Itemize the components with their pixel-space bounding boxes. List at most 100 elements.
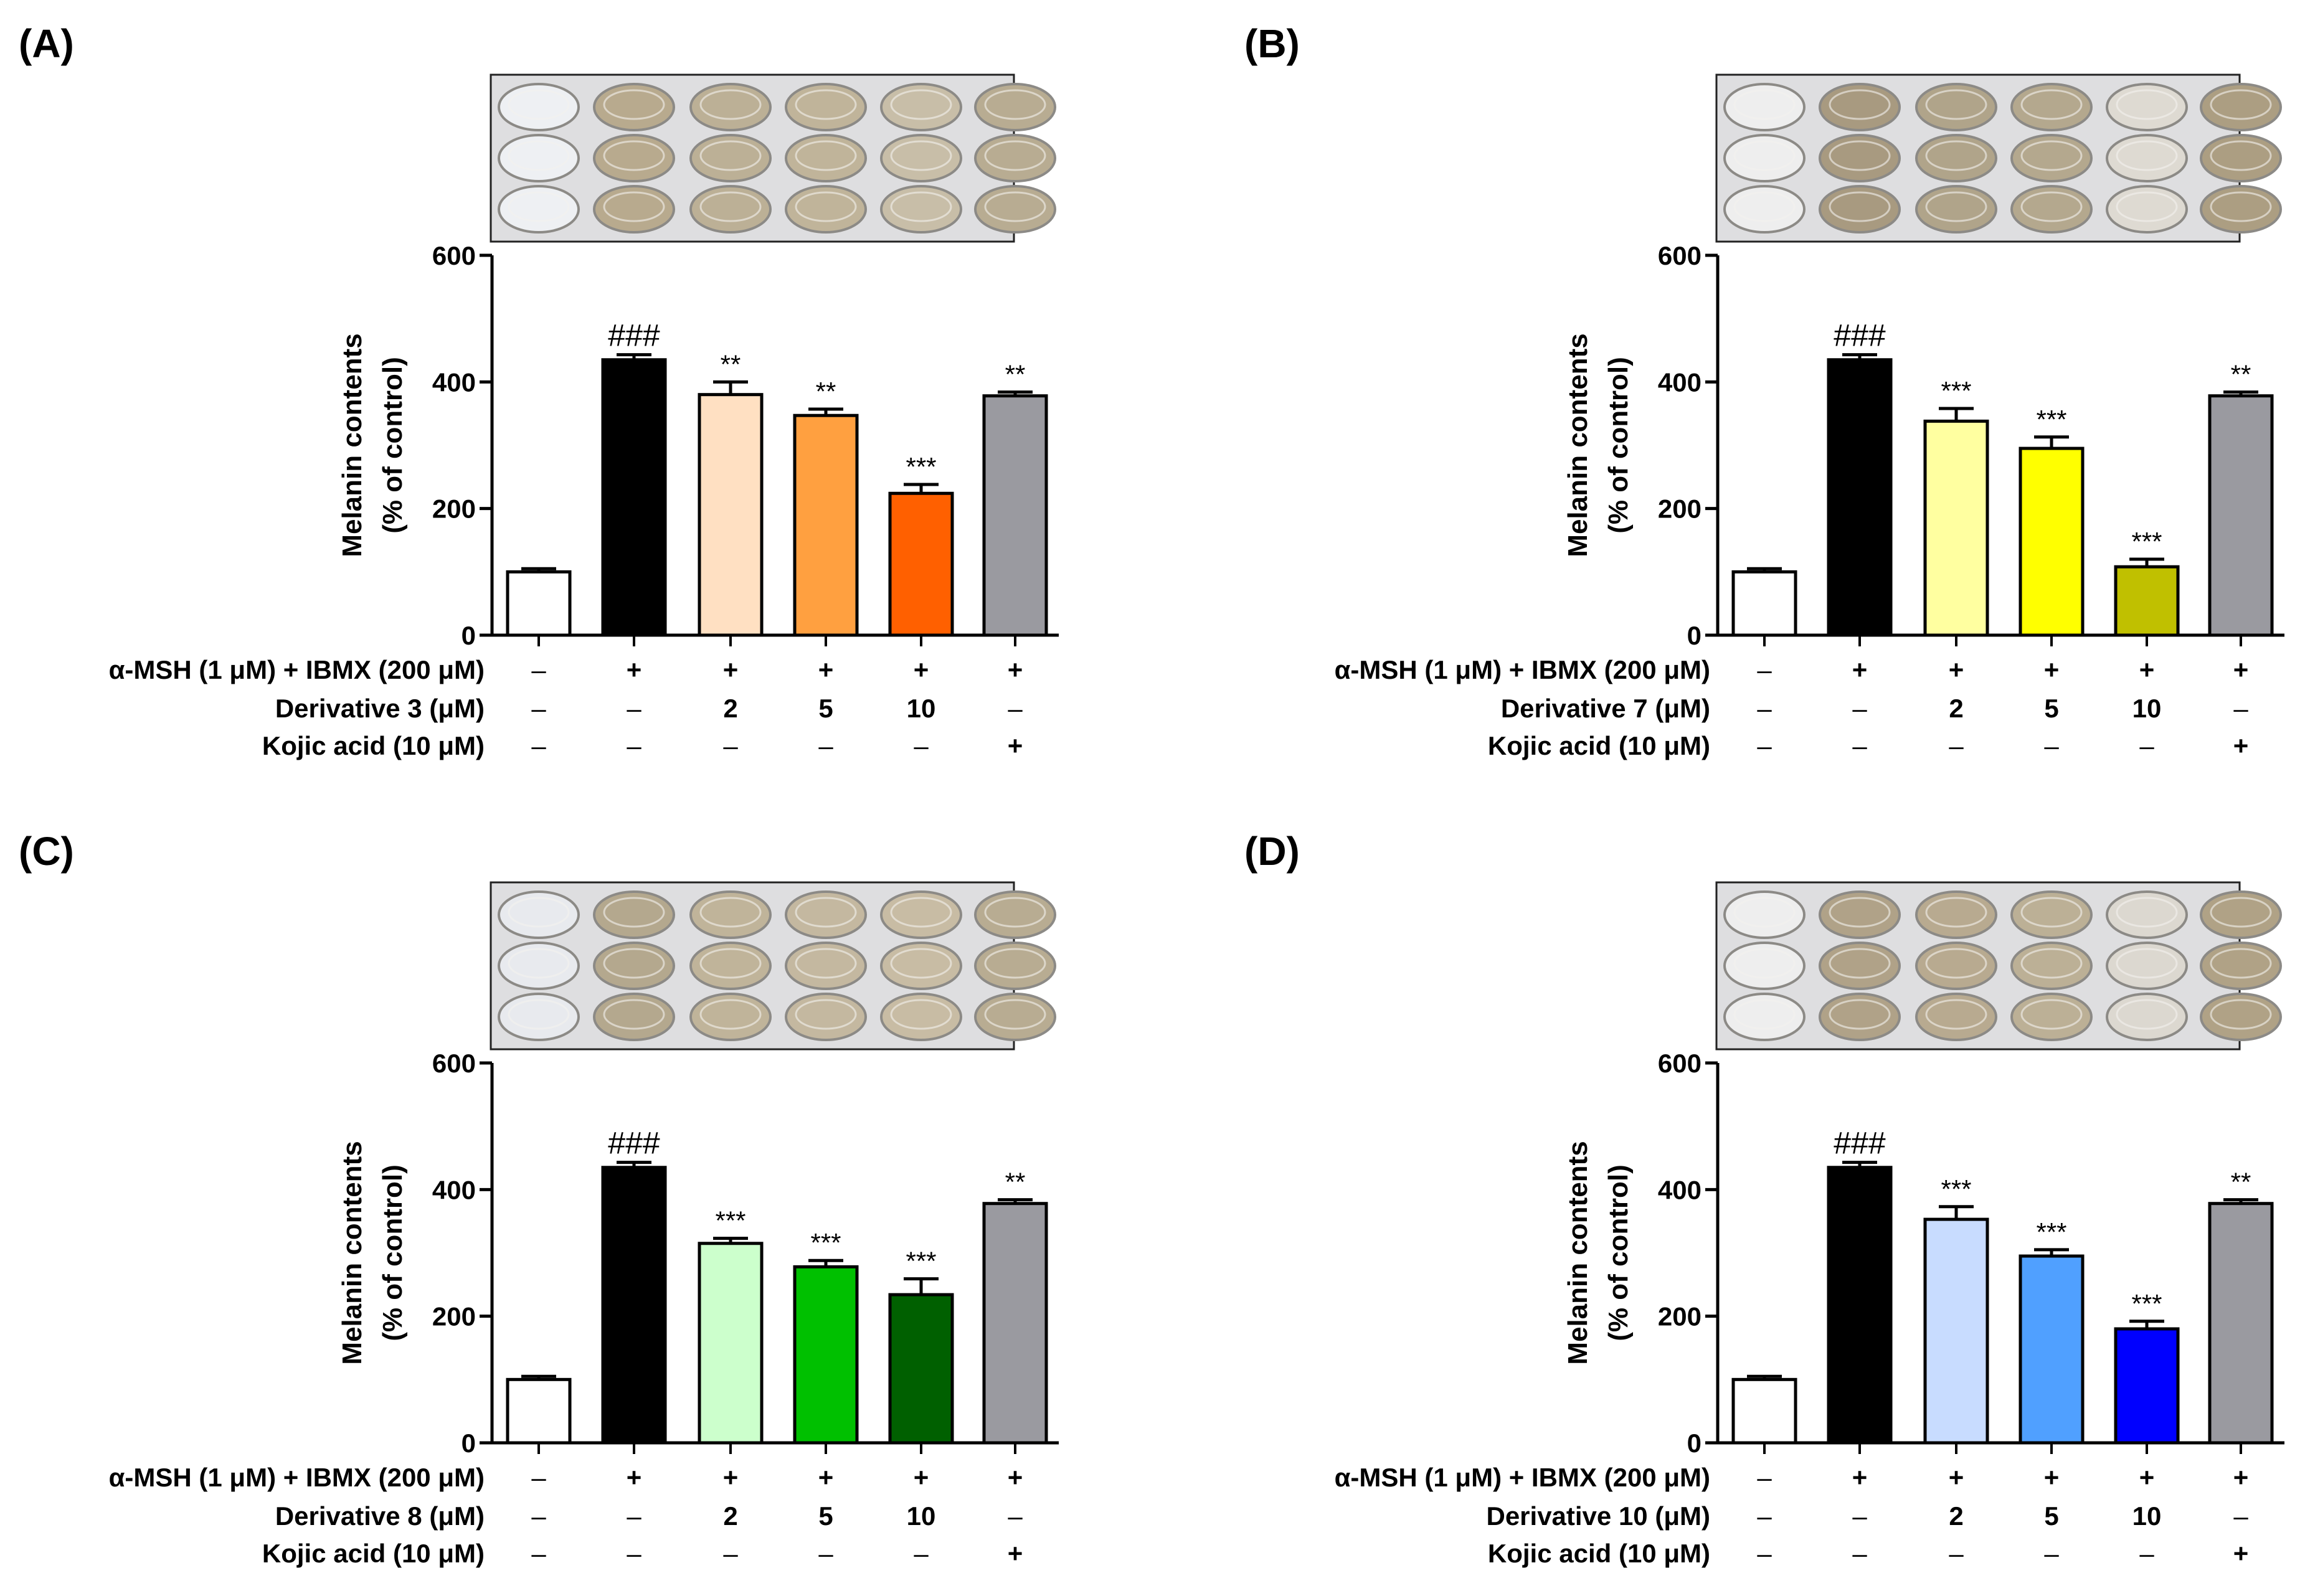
well-highlight xyxy=(2210,897,2272,928)
condition-label: α-MSH (1 μM) + IBMX (200 μM) xyxy=(109,1463,485,1492)
y-tick-label: 0 xyxy=(461,1428,476,1458)
well xyxy=(1723,993,1806,1041)
condition-label: α-MSH (1 μM) + IBMX (200 μM) xyxy=(109,655,485,684)
well xyxy=(689,83,772,131)
condition-value: + xyxy=(723,1463,739,1492)
y-axis-label-unit: (% of control) xyxy=(1603,357,1634,534)
well xyxy=(498,890,580,939)
panel-label: (B) xyxy=(1244,21,1300,66)
well xyxy=(2200,993,2282,1041)
well-highlight xyxy=(890,897,952,928)
condition-value: 2 xyxy=(1949,1501,1963,1531)
bar xyxy=(2019,446,2085,637)
y-axis-label: Melanin contents xyxy=(337,333,367,557)
well xyxy=(2010,993,2093,1041)
y-tick-label: 0 xyxy=(461,621,476,650)
well-highlight xyxy=(2020,897,2083,928)
well-highlight xyxy=(1733,948,1796,979)
condition-label: Kojic acid (10 μM) xyxy=(262,1539,485,1568)
condition-value: – xyxy=(1852,694,1867,723)
condition-value: + xyxy=(914,655,929,684)
well-highlight xyxy=(2020,89,2083,120)
well xyxy=(1915,993,1997,1041)
condition-value: + xyxy=(1008,655,1023,684)
condition-value: – xyxy=(531,1501,546,1531)
condition-value: – xyxy=(1949,731,1964,760)
well-highlight xyxy=(1925,89,1987,120)
condition-value: – xyxy=(627,694,641,723)
condition-value: – xyxy=(1757,1539,1772,1568)
well xyxy=(2200,890,2282,939)
panel-label: (C) xyxy=(19,829,74,874)
condition-value: – xyxy=(1757,655,1772,684)
y-tick-label: 600 xyxy=(432,241,476,270)
significance-label: ** xyxy=(721,349,741,379)
well xyxy=(974,890,1056,939)
y-tick-label: 600 xyxy=(432,1049,476,1078)
well-highlight xyxy=(1829,897,1891,928)
condition-label: α-MSH (1 μM) + IBMX (200 μM) xyxy=(1335,655,1710,684)
well xyxy=(593,134,675,182)
well-highlight xyxy=(508,191,570,222)
condition-value: + xyxy=(1949,655,1964,684)
condition-value: + xyxy=(2044,1463,2060,1492)
well-highlight xyxy=(508,999,570,1030)
bar xyxy=(698,393,764,637)
well-highlight xyxy=(984,89,1046,120)
condition-value: + xyxy=(2233,1463,2249,1492)
well-highlight xyxy=(2210,999,2272,1030)
well-highlight xyxy=(699,897,762,928)
significance-label: *** xyxy=(2131,527,2162,556)
well xyxy=(2106,83,2188,131)
well-highlight xyxy=(2116,948,2178,979)
condition-value: + xyxy=(723,655,739,684)
well-highlight xyxy=(1829,191,1891,222)
condition-value: – xyxy=(2139,1539,2154,1568)
well-plate-image xyxy=(490,881,1056,1051)
condition-label: Derivative 8 (μM) xyxy=(275,1501,485,1531)
well xyxy=(974,134,1056,182)
well xyxy=(498,993,580,1041)
y-tick-label: 600 xyxy=(1658,1049,1702,1078)
well xyxy=(1723,185,1806,234)
condition-value: + xyxy=(818,1463,834,1492)
well xyxy=(974,83,1056,131)
bar xyxy=(982,394,1048,637)
well-highlight xyxy=(508,897,570,928)
well xyxy=(593,942,675,990)
condition-value: – xyxy=(531,1539,546,1568)
condition-value: 5 xyxy=(2044,694,2058,723)
condition-value: + xyxy=(627,1463,642,1492)
condition-value: 10 xyxy=(2132,1501,2162,1531)
y-tick-label: 200 xyxy=(1658,494,1702,524)
well xyxy=(498,942,580,990)
y-tick-label: 400 xyxy=(432,1175,476,1204)
y-axis-label-unit: (% of control) xyxy=(377,357,408,534)
condition-value: 2 xyxy=(723,694,737,723)
well-highlight xyxy=(795,140,857,171)
well xyxy=(593,185,675,234)
bar xyxy=(1827,1166,1893,1445)
condition-value: – xyxy=(723,1539,738,1568)
condition-value: – xyxy=(531,655,546,684)
chart-panel: (A) 0 200 400 600 Melanin contents (% of contr… xyxy=(19,21,1059,760)
well-highlight xyxy=(1733,89,1796,120)
condition-value: 2 xyxy=(723,1501,737,1531)
well-highlight xyxy=(2116,89,2178,120)
well xyxy=(689,993,772,1041)
condition-label: Kojic acid (10 μM) xyxy=(1488,1539,1710,1568)
significance-label: *** xyxy=(1941,1174,1971,1204)
condition-value: – xyxy=(1757,1501,1772,1531)
chart-panel: (D) 0 200 400 600 Melanin contents (% of contr… xyxy=(1244,829,2284,1568)
well xyxy=(2010,134,2093,182)
well-highlight xyxy=(2116,897,2178,928)
well xyxy=(689,942,772,990)
condition-value: + xyxy=(2044,655,2060,684)
well-plate-image xyxy=(1715,73,2282,243)
condition-value: 2 xyxy=(1949,694,1963,723)
well xyxy=(2010,185,2093,234)
condition-value: – xyxy=(818,731,833,760)
condition-label: Derivative 3 (μM) xyxy=(275,694,485,723)
bar xyxy=(506,1377,572,1445)
